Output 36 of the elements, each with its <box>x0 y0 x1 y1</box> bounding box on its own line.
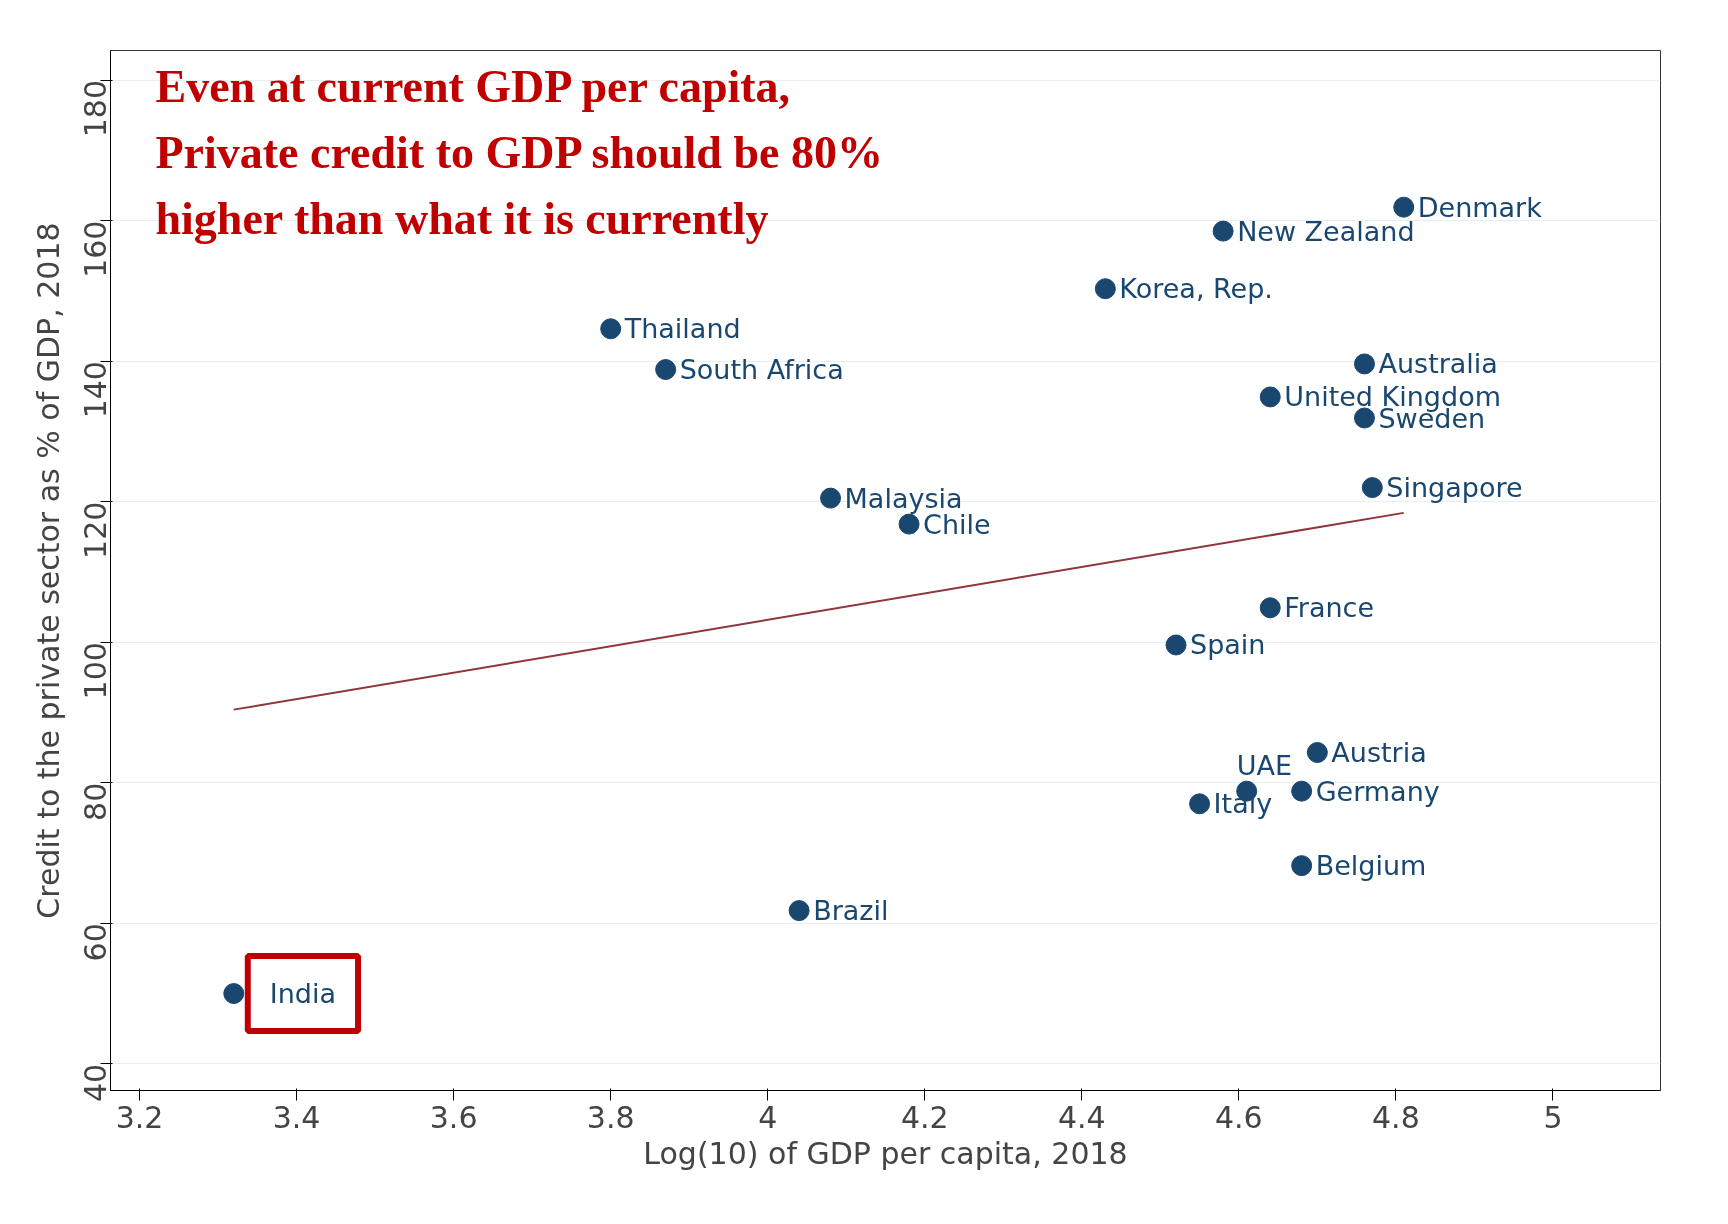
x-tick-label: 3.6 <box>429 1099 478 1135</box>
x-tick-label: 4.2 <box>900 1099 949 1135</box>
y-tick-label: 160 <box>78 220 114 278</box>
y-tick-label: 100 <box>78 642 114 700</box>
x-axis-title: Log(10) of GDP per capita, 2018 <box>643 1135 1128 1171</box>
annotation: Australia <box>1378 348 1498 380</box>
y-axis-title: Credit to the private sector as % of GDP, 2018 <box>30 222 66 919</box>
y-tick-label: 80 <box>78 782 114 821</box>
annotation: Denmark <box>1417 191 1543 223</box>
annotation: India <box>269 978 337 1010</box>
annotation: Korea, Rep. <box>1119 273 1273 305</box>
annotation: Brazil <box>813 895 889 927</box>
y-tick-label: 120 <box>78 501 114 559</box>
x-tick-label: 4.4 <box>1057 1099 1106 1135</box>
x-tick-label: 4.8 <box>1372 1099 1420 1135</box>
annotation: Belgium <box>1315 850 1427 882</box>
x-tick-label: 4 <box>758 1099 778 1135</box>
x-tick-label: 4.6 <box>1214 1099 1263 1135</box>
annotation: New Zealand <box>1237 215 1415 247</box>
annotation: Austria <box>1331 737 1427 768</box>
x-tick-label: 3.8 <box>586 1099 635 1135</box>
x-tick-label: 3.2 <box>115 1099 164 1135</box>
annotation: Even at current GDP per capita, Private credit to GDP should be 80% higher than what it is currently <box>155 60 883 245</box>
annotation: South Africa <box>679 354 844 386</box>
x-tick-label: 3.4 <box>272 1099 321 1135</box>
y-tick-label: 180 <box>78 80 114 138</box>
annotation: UAE <box>1236 749 1292 781</box>
annotation: Spain <box>1190 629 1266 661</box>
annotation: Germany <box>1315 775 1440 807</box>
y-tick-label: 60 <box>78 923 114 962</box>
y-tick-label: 140 <box>78 361 114 419</box>
annotation: France <box>1284 592 1375 624</box>
y-tick-label: 40 <box>78 1063 114 1102</box>
annotation: Thailand <box>623 313 741 345</box>
x-tick-label: 5 <box>1543 1099 1563 1135</box>
annotation: Singapore <box>1386 472 1523 504</box>
